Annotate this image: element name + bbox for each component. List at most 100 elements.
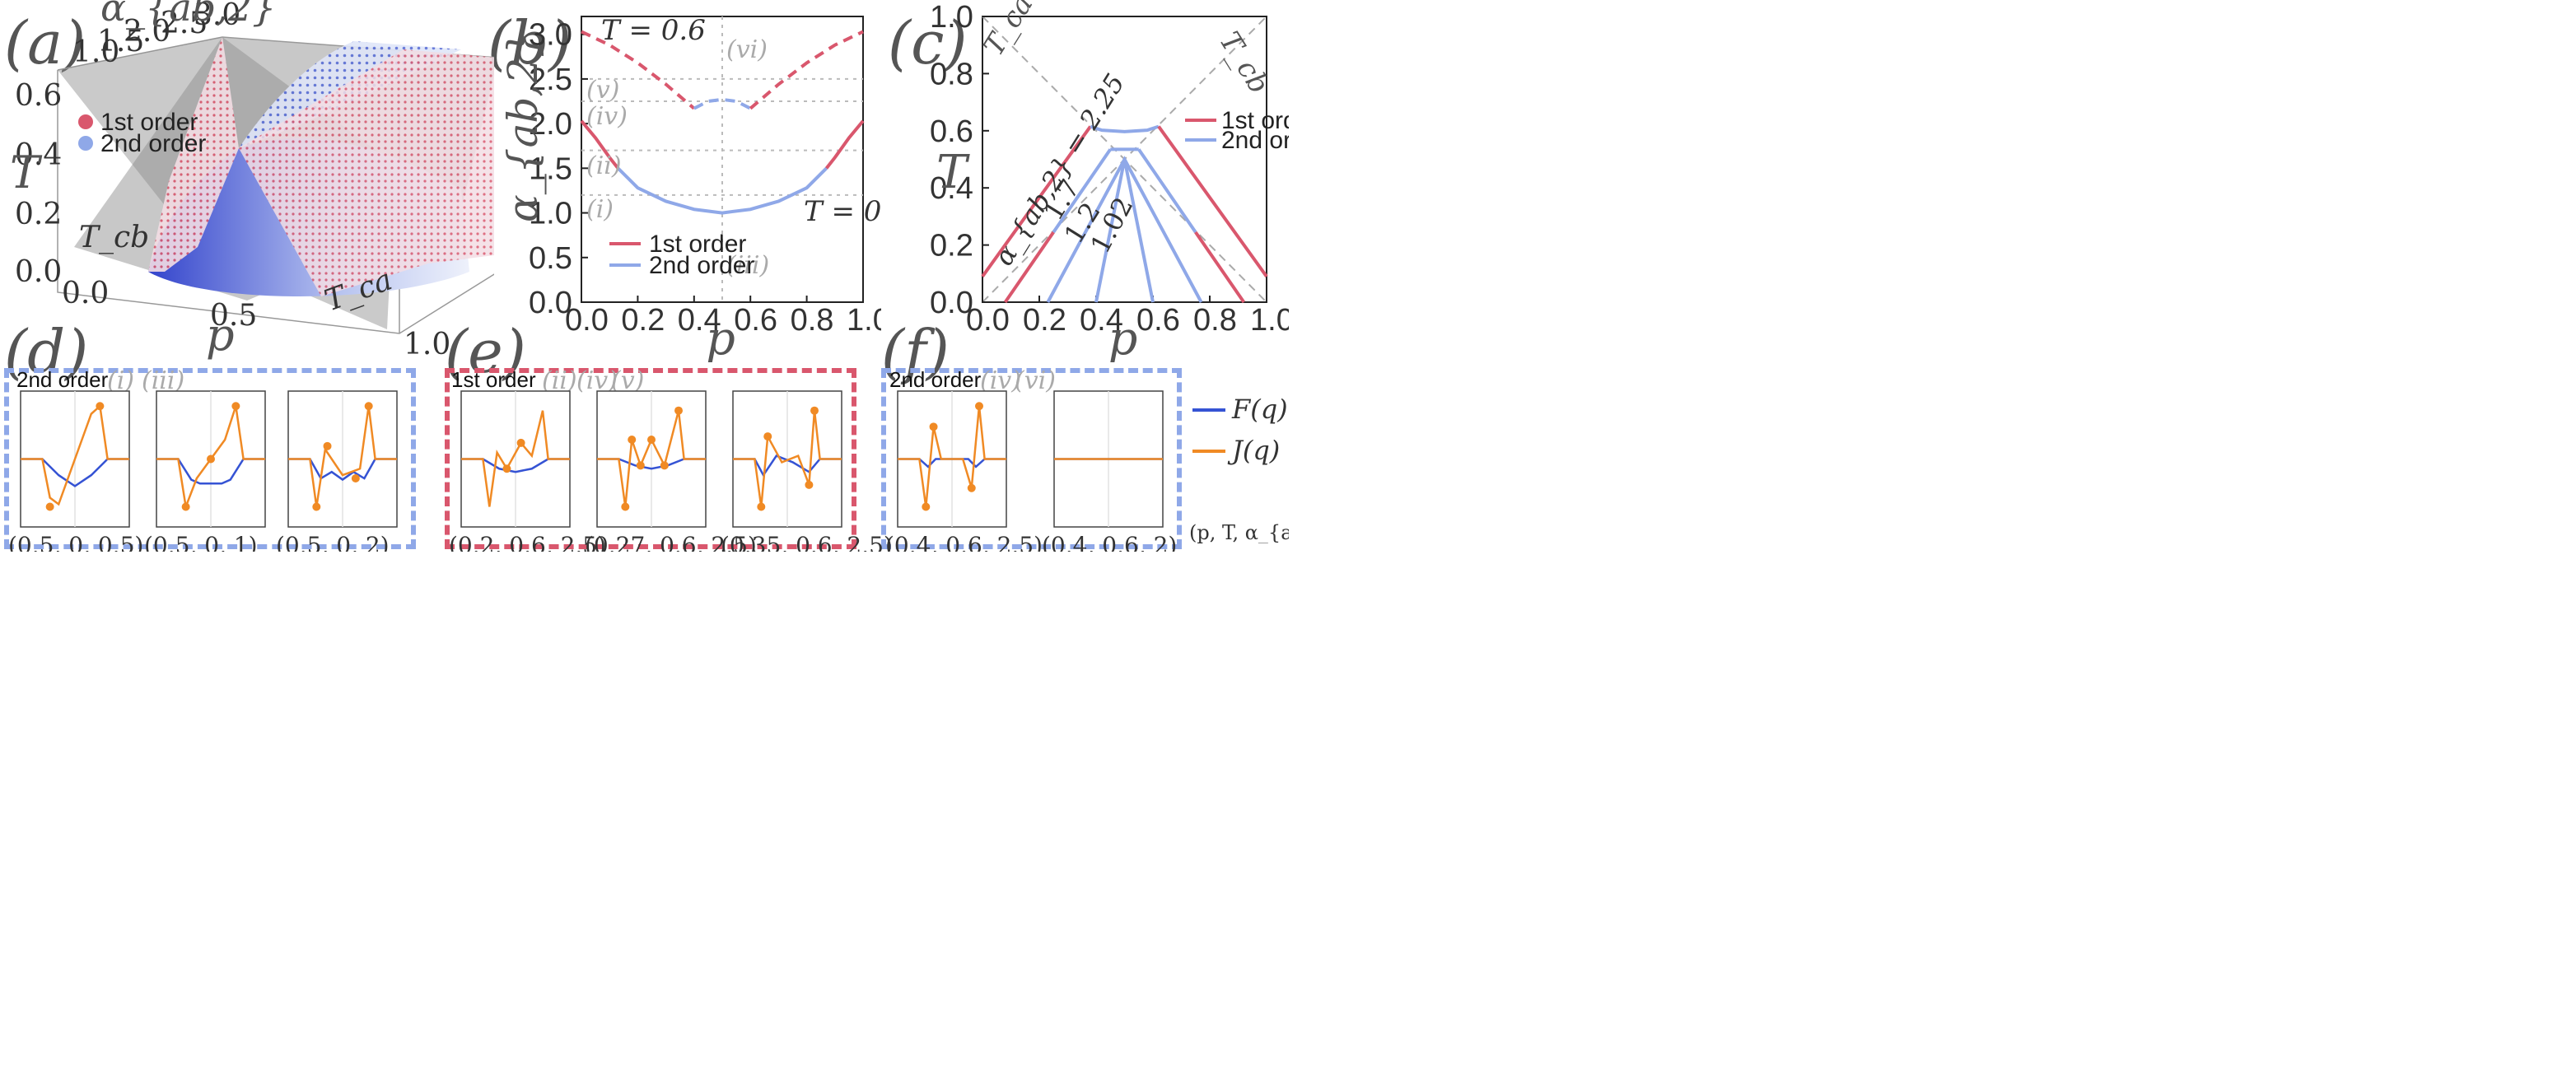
row-F-curve bbox=[288, 458, 397, 482]
row-e-title: 1st order bbox=[451, 367, 536, 392]
row-e-tag-2: (v) bbox=[611, 366, 644, 395]
pink-sheet-left bbox=[148, 37, 239, 272]
c-ytick: 0.2 bbox=[930, 229, 973, 263]
bottom-legend: F(q) J(q) (p, T, α_{ab,2}) bbox=[1189, 394, 1289, 543]
c-xtick: 0.4 bbox=[1080, 303, 1123, 338]
b-xtick: 0.4 bbox=[678, 303, 721, 338]
svg-text:0.4: 0.4 bbox=[15, 138, 62, 172]
row-F-curve bbox=[733, 454, 842, 478]
row-J-extremum-dot bbox=[323, 441, 332, 450]
c-series-1 bbox=[1090, 124, 1160, 133]
row-plot-caption: (0.4, 0.6, 2.5) bbox=[885, 532, 1043, 552]
panel-f-box bbox=[881, 368, 1182, 549]
legend-a-1st: 1st order bbox=[100, 109, 198, 136]
b-xtick: 0.2 bbox=[621, 303, 665, 338]
b-anno-roman: (v) bbox=[586, 76, 619, 105]
a-x-label: p bbox=[206, 309, 235, 361]
svg-text:2.5: 2.5 bbox=[161, 7, 208, 40]
panel-b-label: (b) bbox=[488, 8, 572, 77]
svg-text:1.0: 1.0 bbox=[404, 328, 450, 361]
panel-a-label: (a) bbox=[4, 8, 86, 77]
row-J-curve bbox=[21, 403, 129, 506]
b-ytick: 1.5 bbox=[529, 151, 572, 186]
row-plot-caption: (0.5, 0, 1) bbox=[144, 532, 258, 552]
row-J-extremum-dot bbox=[922, 502, 931, 511]
row-J-extremum-dot bbox=[502, 464, 511, 473]
legend-F-label: F(q) bbox=[1231, 394, 1288, 425]
panel-a-3d-surface: 1st order 2nd order 0.0 0.2 0.4 0.6 0.0 … bbox=[10, 0, 494, 361]
c-xtick: 0.0 bbox=[966, 303, 1010, 338]
b-series-5 bbox=[824, 119, 865, 170]
b-anno-T0: T = 0 bbox=[804, 195, 881, 228]
c-ytick: 1.0 bbox=[930, 0, 973, 35]
c-series-9 bbox=[1094, 159, 1155, 303]
b-series-0 bbox=[581, 30, 696, 110]
c-legend-1st: 1st order bbox=[1221, 107, 1289, 134]
b-legend-1st: 1st order bbox=[649, 231, 746, 258]
b-ytick: 3.0 bbox=[529, 18, 572, 53]
row-d-title: 2nd order bbox=[16, 367, 109, 392]
svg-text:1.0: 1.0 bbox=[72, 35, 119, 69]
c-series-4 bbox=[1052, 148, 1112, 234]
panel-f-label: (f) bbox=[881, 317, 950, 386]
b-anno-roman: (ii) bbox=[586, 151, 622, 180]
row-J-curve bbox=[461, 410, 570, 507]
a-tcb-label: T_cb bbox=[79, 221, 149, 254]
row-J-extremum-dot bbox=[628, 435, 637, 444]
row-J-extremum-dot bbox=[516, 438, 525, 447]
row-J-extremum-dot bbox=[674, 406, 683, 415]
c-frame bbox=[982, 16, 1267, 303]
b-xtick: 0.8 bbox=[791, 303, 834, 338]
b-anno-roman: (iii) bbox=[726, 251, 769, 280]
row-panels-plots: 2nd order(i) (iii)(0.5, 0, 0.5) (0.5, 0, 1… bbox=[8, 366, 1177, 552]
row-plot-caption: (0.4, 0.6, 2) bbox=[1042, 532, 1177, 552]
svg-text:0.0: 0.0 bbox=[62, 277, 109, 310]
a-x-ticks: 0.0 0.5 1.0 bbox=[62, 277, 450, 361]
row-J-extremum-dot bbox=[45, 502, 54, 511]
c-xtick: 1.0 bbox=[1250, 303, 1289, 338]
svg-text:0.0: 0.0 bbox=[15, 255, 62, 289]
row-J-extremum-dot bbox=[636, 461, 645, 470]
row-J-extremum-dot bbox=[351, 474, 360, 483]
row-f-tag-1: (vi) bbox=[1015, 366, 1056, 395]
row-e-tag-0: (ii) bbox=[542, 366, 577, 395]
c-series-2 bbox=[1157, 125, 1268, 277]
b-xtick: 0.0 bbox=[565, 303, 609, 338]
legend-params-label: (p, T, α_{ab,2}) bbox=[1189, 521, 1289, 543]
svg-text:2.0: 2.0 bbox=[124, 15, 170, 49]
panel-e-label: (e) bbox=[445, 317, 526, 386]
row-J-extremum-dot bbox=[660, 461, 669, 470]
c-legend-2nd: 2nd order bbox=[1221, 127, 1289, 154]
svg-text:3.0: 3.0 bbox=[194, 0, 240, 32]
b-series-3 bbox=[580, 119, 620, 170]
panel-c-chart: 0.0 0.2 0.4 0.6 0.8 1.0 0.0 0.2 0.4 0.6 0.8 1.0 p T T_… bbox=[930, 0, 1289, 362]
c-ytick: 0.6 bbox=[930, 114, 973, 149]
b-ytick: 0.5 bbox=[529, 241, 572, 276]
legend-a-2nd: 2nd order bbox=[100, 130, 206, 157]
row-plot-caption: (0.5, 0, 0.5) bbox=[8, 532, 143, 552]
b-xtick: 0.6 bbox=[734, 303, 777, 338]
a-y-ticks: 0.0 0.2 0.4 0.6 bbox=[15, 79, 62, 289]
row-e-tag-1: (iv) bbox=[576, 366, 618, 395]
b-series-1 bbox=[693, 97, 752, 110]
row-J-curve bbox=[288, 406, 397, 507]
row-J-extremum-dot bbox=[312, 502, 321, 511]
row-d-tag-0: (i) bbox=[107, 366, 134, 395]
legend-a-dot-1st bbox=[78, 114, 93, 129]
a-y-label: T bbox=[10, 147, 43, 198]
legend-J-label: J(q) bbox=[1227, 435, 1280, 466]
b-ytick: 2.5 bbox=[529, 63, 572, 97]
row-J-extremum-dot bbox=[231, 402, 240, 411]
row-J-extremum-dot bbox=[757, 502, 766, 511]
b-legend-2nd: 2nd order bbox=[649, 252, 754, 279]
c-anno-tca: T_ca bbox=[978, 0, 1040, 62]
row-J-curve bbox=[898, 406, 1006, 507]
row-f-tag-0: (iv) bbox=[980, 366, 1021, 395]
c-ytick: 0.8 bbox=[930, 57, 973, 91]
b-ytick: 0.0 bbox=[529, 286, 572, 320]
row-plot-caption: (0.5, 0, 2) bbox=[276, 532, 390, 552]
b-xlabel: p bbox=[706, 312, 735, 362]
row-J-extremum-dot bbox=[621, 502, 630, 511]
c-ylabel: T bbox=[936, 146, 970, 199]
b-ytick: 2.0 bbox=[529, 107, 572, 142]
